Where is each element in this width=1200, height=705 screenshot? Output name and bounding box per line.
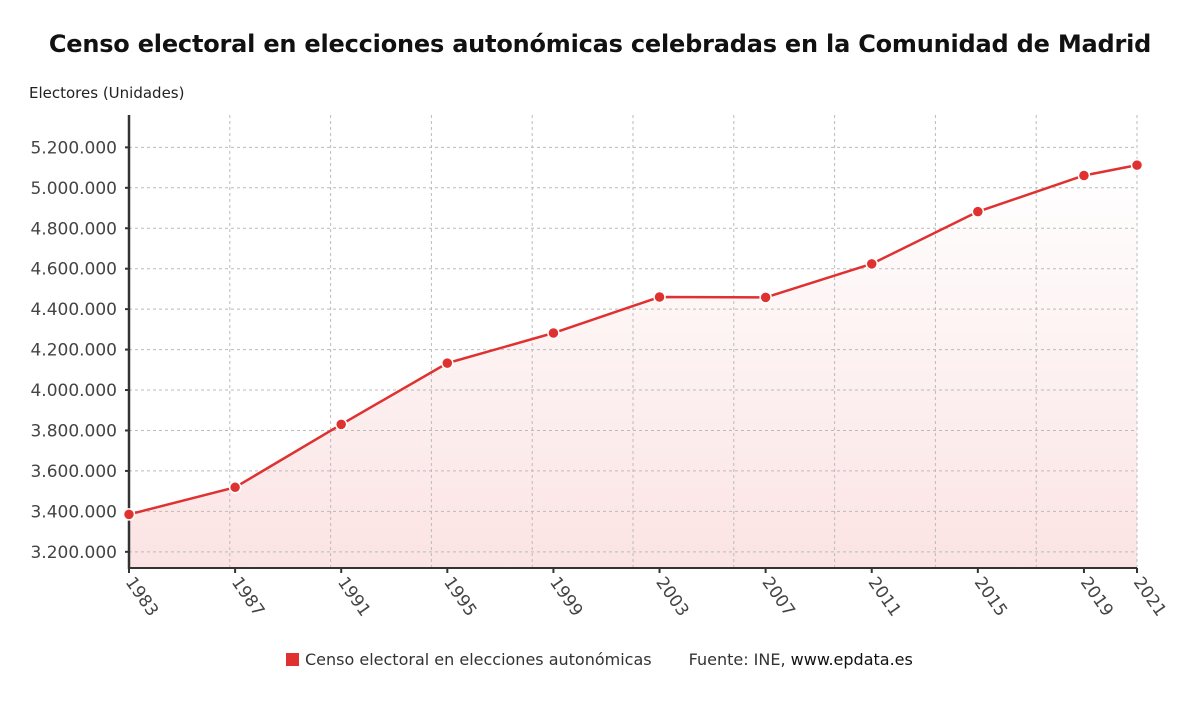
y-tick-label: 4.400.000 [30,300,117,320]
x-tick-label: 2019 [1076,573,1117,620]
data-point[interactable] [441,356,454,370]
data-point[interactable] [759,291,772,304]
y-tick-label: 4.600.000 [30,260,117,280]
y-tick-label: 5.200.000 [30,138,117,158]
data-point[interactable] [1130,158,1144,172]
y-axis-title: Electores (Unidades) [29,84,185,102]
x-tick-label: 1987 [227,573,268,620]
data-point[interactable] [1077,169,1091,182]
y-tick-label: 3.400.000 [30,502,117,522]
y-tick-label: 3.600.000 [30,462,117,482]
data-point[interactable] [547,326,560,340]
source-link[interactable]: www.epdata.es [790,650,913,669]
series-area-fill [129,165,1137,568]
x-tick-label: 1983 [121,573,162,620]
chart-title: Censo electoral en elecciones autonómica… [48,30,1152,58]
source-note: Fuente: INE, www.epdata.es [689,650,913,669]
x-tick-label: 1991 [333,573,374,620]
legend-label[interactable]: Censo electoral en elecciones autonómica… [305,650,652,669]
x-tick-label: 1995 [439,573,480,620]
data-point[interactable] [865,257,878,271]
source-prefix: Fuente: INE, [688,650,786,669]
y-tick-label: 5.000.000 [30,179,117,199]
y-tick-label: 4.200.000 [30,341,117,361]
legend: Censo electoral en elecciones autonómica… [286,650,913,669]
data-point[interactable] [971,205,985,218]
data-point[interactable] [653,290,666,304]
x-tick-label: 1999 [545,573,586,620]
x-tick-label: 2011 [864,573,905,620]
x-tick-label: 2015 [970,573,1011,620]
data-point[interactable] [122,508,136,521]
x-tick-label: 2003 [651,573,692,620]
x-tick-label: 2021 [1129,573,1170,620]
y-tick-label: 3.800.000 [30,421,117,441]
y-tick-label: 4.800.000 [30,219,117,239]
x-tick-label: 2007 [758,573,799,620]
y-tick-label: 4.000.000 [30,381,117,401]
data-point[interactable] [334,418,348,431]
y-tick-label: 3.200.000 [30,543,117,563]
data-point[interactable] [228,481,242,494]
legend-swatch [286,653,299,666]
